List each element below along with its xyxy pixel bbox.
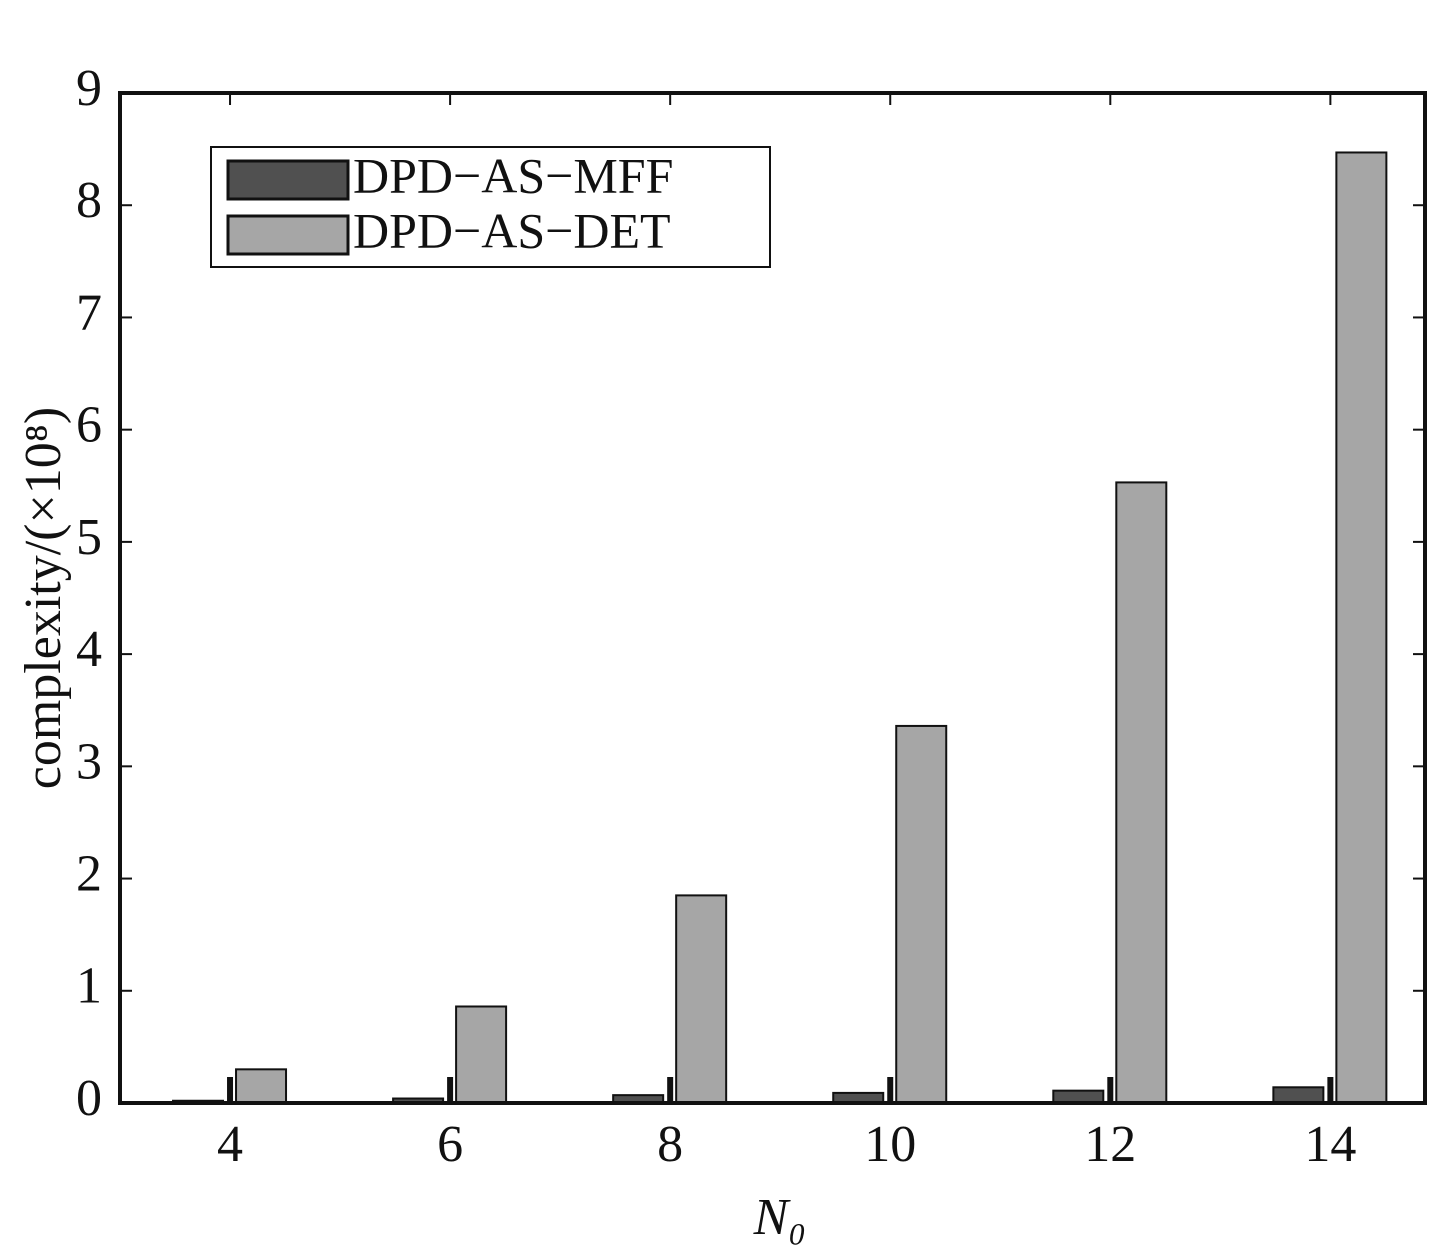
y-axis-label: complexity/(×10⁸) [15, 407, 72, 789]
x-axis-label: N₀ [753, 1189, 807, 1246]
y-tick-label: 7 [76, 284, 102, 341]
bar [455, 1005, 508, 1104]
legend-swatch [226, 214, 350, 256]
x-tick-label: 10 [864, 1116, 916, 1173]
x-tick-label: 12 [1084, 1116, 1136, 1173]
bar [895, 724, 948, 1105]
bar [235, 1068, 288, 1105]
y-tick-label: 5 [76, 509, 102, 566]
x-tick-label: 4 [217, 1116, 243, 1173]
y-tick-label: 1 [76, 958, 102, 1015]
y-tick-label: 3 [76, 733, 102, 790]
bar [1272, 1086, 1325, 1105]
y-tick-label: 4 [76, 621, 102, 678]
legend-label: DPD−AS−MFF [353, 147, 673, 203]
bar [1115, 481, 1168, 1104]
x-tick-label: 8 [657, 1116, 683, 1173]
x-tick-label: 14 [1304, 1116, 1356, 1173]
y-tick-label: 2 [76, 845, 102, 902]
y-tick-label: 6 [76, 397, 102, 454]
y-tick-label: 0 [76, 1070, 102, 1127]
bar [1335, 151, 1388, 1104]
x-tick-label: 6 [437, 1116, 463, 1173]
bar [675, 894, 728, 1105]
legend-swatch [226, 159, 350, 201]
plot-frame [118, 91, 1427, 1105]
y-tick-label: 8 [76, 172, 102, 229]
legend-label: DPD−AS−DET [353, 202, 671, 258]
y-tick-label: 9 [76, 60, 102, 117]
